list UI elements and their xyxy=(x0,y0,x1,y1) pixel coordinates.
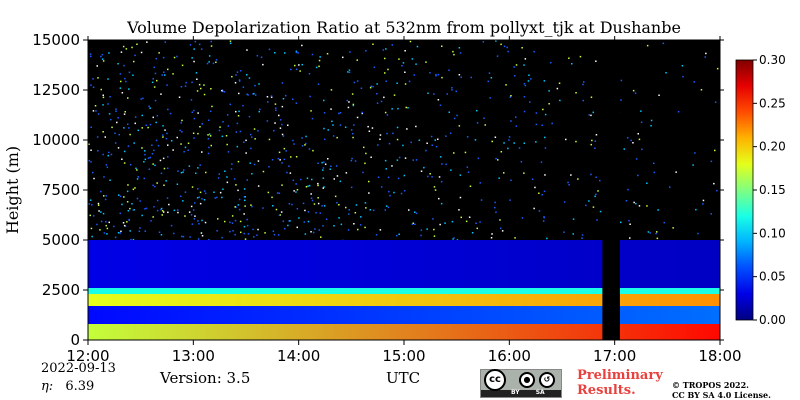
y-tick-label: 10000 xyxy=(32,131,80,149)
cc-icon: cc xyxy=(484,369,506,391)
colorbar-tick-label: 0.30 xyxy=(759,53,786,67)
x-tick-label: 13:00 xyxy=(172,347,215,365)
by-label: BY xyxy=(511,389,520,396)
x-axis: 12:00 13:00 14:00 15:00 16:00 17:00 18:00 xyxy=(66,36,742,365)
cc-license-badge: cc ● ↺ BY SA xyxy=(480,369,562,398)
y-tick-label: 5000 xyxy=(42,231,80,249)
colorbar-tick-label: 0.10 xyxy=(759,226,786,240)
colorbar-tick-label: 0.05 xyxy=(759,270,786,284)
x-axis-label: UTC xyxy=(386,369,421,387)
x-tick-label: 16:00 xyxy=(488,347,531,365)
y-axis: 0 2500 5000 7500 10000 12500 15000 xyxy=(32,31,724,349)
colorbar-tick-label: 0.20 xyxy=(759,140,786,154)
aerosol-layer-1 xyxy=(88,306,720,324)
preliminary-note: Preliminary Results. xyxy=(577,368,677,398)
aerosol-layer-2 xyxy=(88,294,720,306)
aerosol-layer-0 xyxy=(88,324,720,340)
y-tick-label: 2500 xyxy=(42,281,80,299)
x-tick-label: 18:00 xyxy=(698,347,741,365)
x-tick-label: 14:00 xyxy=(277,347,320,365)
x-tick-label: 15:00 xyxy=(382,347,425,365)
preliminary-line-2: Results. xyxy=(577,383,636,398)
colorbar-tick-label: 0.00 xyxy=(759,313,786,327)
colorbar-gradient xyxy=(735,59,754,321)
cc-badge-labels: BY SA xyxy=(511,389,545,396)
x-tick-label: 17:00 xyxy=(593,347,636,365)
x-tick-label: 12:00 xyxy=(66,347,109,365)
y-tick-label: 0 xyxy=(70,331,80,349)
no-data-gap xyxy=(602,40,620,340)
y-tick-label: 12500 xyxy=(32,81,80,99)
chart-title: Volume Depolarization Ratio at 532nm fro… xyxy=(126,18,681,37)
copyright-line-1: © TROPOS 2022. xyxy=(672,380,749,390)
y-tick-label: 7500 xyxy=(42,181,80,199)
eta-label: η: xyxy=(41,379,54,394)
version-label: Version: 3.5 xyxy=(160,369,251,387)
eta-readout: η: 6.39 xyxy=(41,379,94,394)
y-axis-label: Height (m) xyxy=(3,146,22,234)
copyright-line-2: CC BY SA 4.0 License. xyxy=(672,390,771,400)
sa-label: SA xyxy=(535,389,545,396)
share-alike-icon: ↺ xyxy=(539,372,555,388)
eta-value: 6.39 xyxy=(65,379,95,394)
colorbar-tick-label: 0.25 xyxy=(759,96,786,110)
aerosol-layer-4 xyxy=(88,240,720,288)
colorbar-tick-label: 0.15 xyxy=(759,183,786,197)
y-tick-label: 15000 xyxy=(32,31,80,49)
colorbar: 0.00 0.05 0.10 0.15 0.20 0.25 0.30 xyxy=(735,53,786,327)
person-icon: ● xyxy=(519,372,535,388)
copyright-note: © TROPOS 2022. CC BY SA 4.0 License. xyxy=(672,380,792,400)
aerosol-layer-3 xyxy=(88,288,720,294)
preliminary-line-1: Preliminary xyxy=(577,368,663,383)
plot-area xyxy=(88,40,721,340)
date-label: 2022-09-13 xyxy=(41,361,116,376)
